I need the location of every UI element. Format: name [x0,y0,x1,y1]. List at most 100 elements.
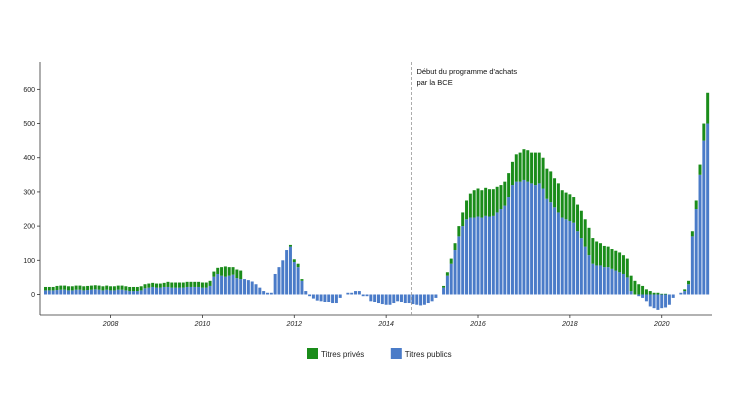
bar-titres-publics [189,286,193,295]
bar-titres-prives [522,149,526,180]
bar-titres-publics [514,181,518,295]
bar-titres-publics [369,294,373,302]
bar-titres-prives [499,185,503,210]
bar-titres-publics [380,294,384,305]
bar-titres-publics [132,291,136,295]
bar-titres-publics [430,294,434,302]
bar-titres-publics [411,294,415,305]
bar-titres-prives [239,270,243,280]
x-tick-label: 2008 [102,321,119,328]
bar-titres-publics [250,281,254,295]
bar-titres-publics [426,294,430,304]
bar-titres-publics [139,290,143,295]
bar-titres-prives [537,152,541,184]
bar-titres-publics [273,273,277,295]
bar-titres-prives [177,282,181,288]
bar-titres-publics [698,174,702,295]
bar-titres-publics [288,246,292,295]
bar-titres-publics [97,289,101,295]
bar-titres-prives [637,284,641,295]
bar-titres-prives [549,171,553,203]
bar-titres-prives [621,255,625,274]
bar-titres-publics [47,290,51,295]
bar-titres-publics [315,294,319,301]
bar-titres-prives [503,181,507,206]
bar-titres-publics [120,289,124,295]
bar-titres-publics [204,287,208,295]
bar-titres-publics [553,207,557,295]
bar-titres-prives [63,285,67,290]
bar-titres-prives [706,92,710,124]
bar-titres-publics [690,236,694,295]
bar-titres-publics [193,286,197,295]
y-tick-label: 400 [23,155,35,162]
bar-titres-prives [442,285,446,288]
y-tick-label: 300 [23,189,35,196]
bar-titres-publics [170,287,174,295]
bar-titres-publics [583,246,587,295]
bar-titres-prives [690,231,694,237]
bar-titres-publics [706,123,710,295]
bar-titres-prives [510,161,514,186]
bar-titres-publics [377,294,380,304]
bar-titres-publics [177,287,181,295]
bar-titres-publics [465,219,469,295]
bar-titres-publics [503,205,507,295]
bar-titres-publics [564,219,568,295]
bar-titres-publics [625,277,629,295]
bar-titres-publics [155,287,158,295]
bar-titres-prives [453,243,457,251]
bar-titres-prives [135,286,139,292]
bar-titres-prives [193,281,197,287]
bar-titres-prives [105,285,109,290]
bar-titres-publics [484,215,488,295]
bar-titres-prives [296,263,300,268]
bar-titres-prives [587,227,591,256]
legend-swatch [390,348,402,359]
legend-label: Titres publics [405,350,452,359]
bar-titres-publics [357,291,361,295]
bar-titres-publics [147,287,151,295]
bar-titres-publics [308,294,312,297]
bar-titres-prives [139,286,143,291]
bar-titres-prives [533,152,537,186]
bar-titres-publics [350,292,354,295]
bars [44,92,710,310]
bar-titres-publics [124,290,128,295]
bar-titres-publics [300,280,304,295]
bar-titres-prives [656,292,660,295]
bar-titres-prives [220,267,224,276]
bar-titres-publics [568,220,572,295]
bar-titres-prives [633,280,637,295]
x-tick-label: 2012 [285,321,302,328]
bar-titres-publics [388,294,392,305]
bar-titres-prives [44,286,47,291]
bar-titres-prives [170,282,174,288]
bar-titres-publics [541,188,545,295]
bar-titres-prives [465,200,469,220]
bar-titres-prives [457,226,461,237]
bar-titres-prives [74,285,78,290]
bar-titres-publics [403,294,407,304]
bar-titres-publics [453,250,457,295]
bar-titres-publics [231,274,235,295]
bar-titres-publics [212,276,216,295]
bar-titres-prives [216,267,220,274]
bar-titres-publics [109,290,113,295]
bar-titres-publics [216,273,220,295]
bar-titres-publics [449,263,453,295]
bar-titres-prives [116,285,120,290]
bar-titres-prives [472,190,476,218]
bar-titres-publics [365,294,369,297]
bar-titres-publics [208,285,212,295]
bar-titres-publics [667,294,671,305]
bar-titres-publics [74,289,78,295]
bar-titres-publics [457,236,461,295]
bar-titres-publics [556,212,560,295]
bar-titres-publics [82,290,86,295]
bar-titres-prives [664,293,668,295]
x-tick-label: 2020 [653,321,670,328]
bar-titres-prives [124,286,128,291]
bar-titres-publics [281,260,285,295]
bar-titres-prives [518,152,522,182]
